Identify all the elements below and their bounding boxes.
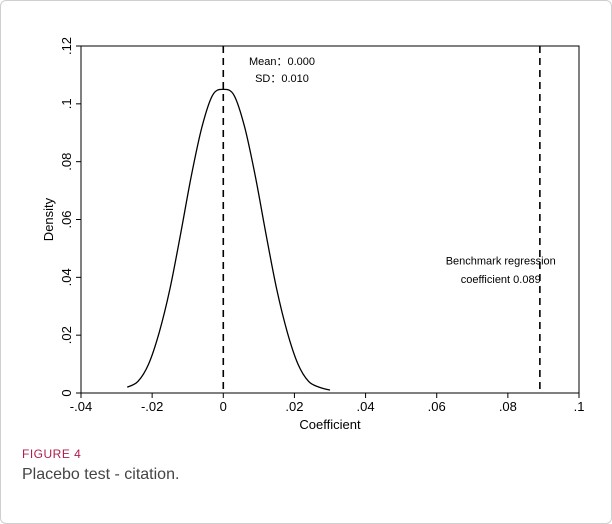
y-tick-label: .02 xyxy=(59,326,74,344)
y-tick-label: 0 xyxy=(59,389,74,396)
annotation-text: coefficient 0.089 xyxy=(461,274,541,286)
annotation-text: SD：0.010 xyxy=(255,73,309,85)
annotation-text: Benchmark regression xyxy=(446,255,556,267)
y-tick-label: .04 xyxy=(59,268,74,286)
y-tick-label: .08 xyxy=(59,153,74,171)
x-tick-label: .04 xyxy=(357,399,375,414)
figure-caption: Placebo test - citation. xyxy=(22,466,180,483)
x-tick-label: 0 xyxy=(220,399,227,414)
x-tick-label: -.04 xyxy=(70,399,92,414)
y-axis-title: Density xyxy=(41,197,56,241)
chart-marks: Mean：0.000 SD：0.010 Benchmark regression co… xyxy=(126,46,556,393)
y-tick-label: .12 xyxy=(59,37,74,55)
plot-frame xyxy=(80,45,580,394)
y-tick-label: .06 xyxy=(59,210,74,228)
x-tick-label: .1 xyxy=(574,399,585,414)
chart-axes: -.04 -.02 0 .02 .04 .06 .08 .1 0 .02 .04 .06 .08 .1 .1… xyxy=(41,37,584,432)
annotation-text: Mean：0.000 xyxy=(249,56,315,68)
density-chart: -.04 -.02 0 .02 .04 .06 .08 .1 0 .02 .04 .06 .08 .1 .1… xyxy=(41,37,584,432)
x-tick-label: .06 xyxy=(428,399,446,414)
x-tick-label: .08 xyxy=(499,399,517,414)
x-tick-label: .02 xyxy=(285,399,303,414)
figure-label: FIGURE 4 xyxy=(22,447,82,461)
x-axis-title: Coefficient xyxy=(299,417,361,432)
density-curve xyxy=(126,88,331,391)
y-tick-label: .1 xyxy=(59,98,74,109)
x-tick-label: -.02 xyxy=(141,399,163,414)
